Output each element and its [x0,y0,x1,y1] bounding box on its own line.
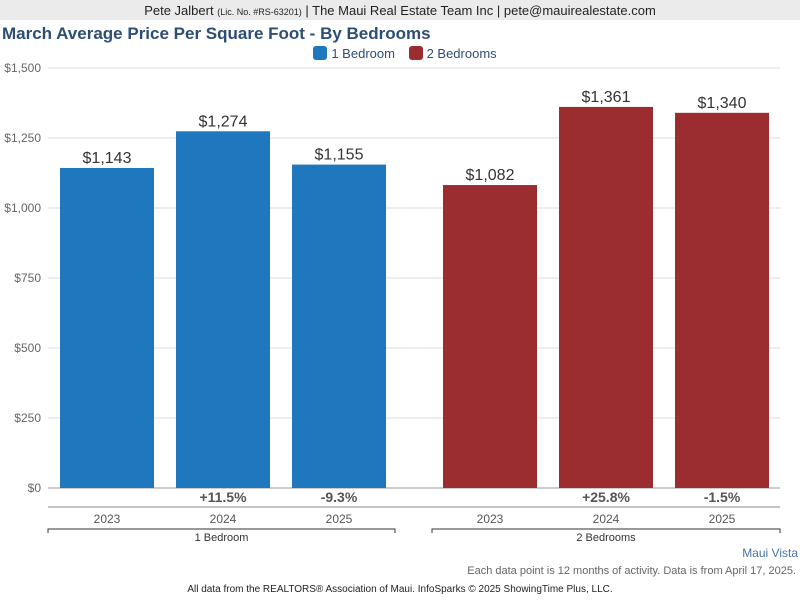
legend-swatch-1br [313,46,328,60]
data-label: $1,082 [466,167,515,184]
agent-name: Pete Jalbert [144,3,214,18]
group-label: 1 Bedroom [195,532,249,544]
y-tick-label: $750 [14,271,41,285]
legend: 1 Bedroom 2 Bedrooms [0,46,800,61]
group-bracket [47,528,396,533]
legend-label-2br[interactable]: 2 Bedrooms [426,46,497,61]
group-label: 2 Bedrooms [576,532,636,544]
group-bracket [431,528,781,533]
watermark: Maui Vista [742,546,798,560]
x-tick-label: 2024 [593,512,620,526]
y-tick-label: $1,000 [4,201,41,215]
data-label: $1,274 [199,113,248,130]
bar [675,112,769,489]
x-tick-label: 2025 [709,512,736,526]
x-tick-label: 2024 [210,512,237,526]
data-label: $1,340 [698,95,747,112]
change-label: +11.5% [199,489,247,505]
bar [176,131,270,488]
bar [60,167,154,488]
change-label: +25.8% [582,489,630,505]
agent-contact: | The Maui Real Estate Team Inc | pete@m… [305,3,656,18]
license: (Lic. No. #RS-63201) [217,7,302,17]
footer: All data from the REALTORS® Association … [187,584,613,595]
chart-title: March Average Price Per Square Foot - By… [2,24,431,43]
legend-label-1br[interactable]: 1 Bedroom [331,46,395,61]
agent-header: Pete Jalbert (Lic. No. #RS-63201) | The … [0,0,800,20]
bar [292,164,386,488]
data-label: $1,143 [83,150,132,167]
y-tick-label: $500 [14,341,41,355]
bar [559,106,653,489]
y-tick-label: $0 [28,481,42,495]
x-tick-label: 2023 [94,512,121,526]
legend-swatch-2br [408,46,423,60]
y-tick-label: $250 [14,411,41,425]
y-tick-label: $1,500 [4,61,41,75]
change-label: -1.5% [704,489,741,505]
x-tick-label: 2023 [477,512,504,526]
x-tick-label: 2025 [326,512,353,526]
y-tick-label: $1,250 [4,131,41,145]
bar [443,185,537,489]
data-note: Each data point is 12 months of activity… [467,565,796,577]
data-label: $1,155 [315,147,364,164]
data-label: $1,361 [582,89,631,106]
change-label: -9.3% [321,489,358,505]
